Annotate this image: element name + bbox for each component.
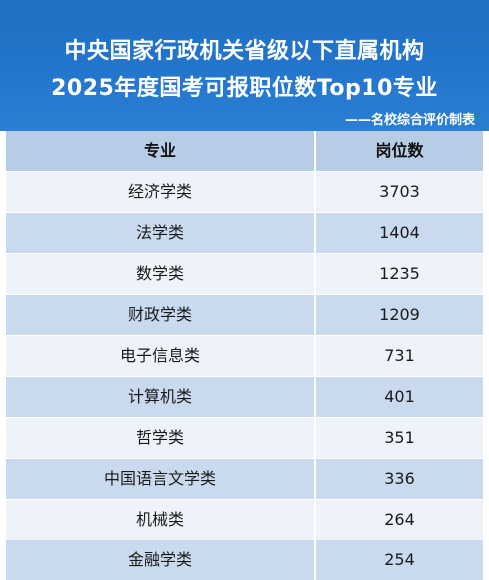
title-line-1: 中央国家行政机关省级以下直属机构 bbox=[64, 39, 425, 64]
table-row: 电子信息类 731 bbox=[0, 336, 489, 376]
count-cell: 1404 bbox=[316, 213, 483, 253]
table-row: 哲学类 351 bbox=[0, 418, 489, 458]
count-cell: 731 bbox=[316, 336, 483, 376]
column-header-major: 专业 bbox=[6, 131, 314, 171]
major-cell: 计算机类 bbox=[6, 377, 314, 417]
title-line-2: 2025年度国考可报职位数Top10专业 bbox=[51, 76, 438, 101]
count-cell: 401 bbox=[316, 377, 483, 417]
table-row: 数学类 1235 bbox=[0, 254, 489, 294]
major-cell: 中国语言文学类 bbox=[6, 459, 314, 499]
table-header-row: 专业 岗位数 bbox=[0, 131, 489, 171]
major-cell: 财政学类 bbox=[6, 295, 314, 335]
count-cell: 264 bbox=[316, 500, 483, 540]
major-cell: 电子信息类 bbox=[6, 336, 314, 376]
column-header-count: 岗位数 bbox=[316, 131, 483, 171]
header-banner: 中央国家行政机关省级以下直属机构 2025年度国考可报职位数Top10专业 ——… bbox=[0, 0, 489, 131]
count-cell: 351 bbox=[316, 418, 483, 458]
source-credit: ——名校综合评价制表 bbox=[344, 113, 475, 128]
count-cell: 336 bbox=[316, 459, 483, 499]
table-row: 法学类 1404 bbox=[0, 213, 489, 253]
major-cell: 机械类 bbox=[6, 500, 314, 540]
count-cell: 1235 bbox=[316, 254, 483, 294]
major-cell: 经济学类 bbox=[6, 172, 314, 212]
count-cell: 3703 bbox=[316, 172, 483, 212]
positions-table: 专业 岗位数 经济学类 3703 法学类 1404 数学类 1235 财政学类 … bbox=[0, 131, 489, 580]
major-cell: 数学类 bbox=[6, 254, 314, 294]
count-cell: 1209 bbox=[316, 295, 483, 335]
table-row: 财政学类 1209 bbox=[0, 295, 489, 335]
major-cell: 哲学类 bbox=[6, 418, 314, 458]
table-row: 中国语言文学类 336 bbox=[0, 459, 489, 499]
count-cell: 254 bbox=[316, 540, 483, 580]
table-row: 计算机类 401 bbox=[0, 377, 489, 417]
major-cell: 金融学类 bbox=[6, 540, 314, 580]
table-row: 机械类 264 bbox=[0, 500, 489, 540]
table-row: 经济学类 3703 bbox=[0, 172, 489, 212]
table-row: 金融学类 254 bbox=[0, 540, 489, 580]
major-cell: 法学类 bbox=[6, 213, 314, 253]
